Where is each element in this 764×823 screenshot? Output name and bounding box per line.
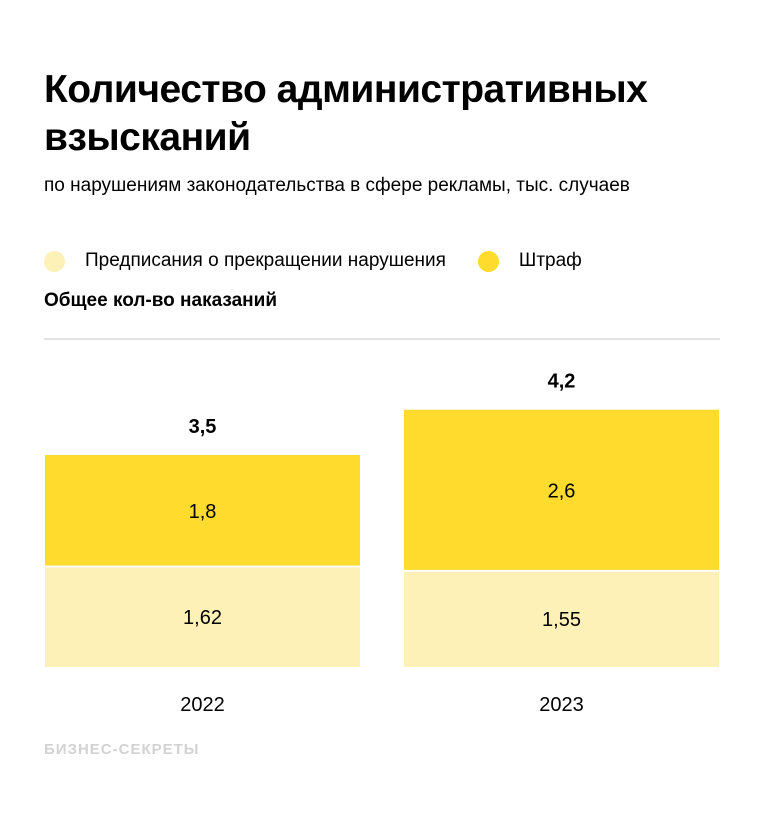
legend-label: Штраф xyxy=(518,250,582,271)
x-tick-label: 2023 xyxy=(539,694,584,716)
x-tick-label: 2022 xyxy=(180,694,225,716)
logo: БИЗНЕС-СЕКРЕТЫ xyxy=(44,741,200,758)
legend: Предписания о прекращении нарушения Штра… xyxy=(44,250,614,272)
data-label: 1,62 xyxy=(183,607,222,629)
bar-segment xyxy=(404,409,719,571)
legend-label: Предписания о прекращении нарушения xyxy=(85,250,446,271)
data-label: 1,8 xyxy=(189,501,217,523)
legend-item-fine: Штраф xyxy=(477,250,582,272)
total-label-value: 3,5 xyxy=(189,416,217,438)
total-label: Общее кол-во наказаний xyxy=(44,290,278,311)
data-label: 1,55 xyxy=(542,609,581,631)
legend-swatch xyxy=(477,250,499,272)
legend-swatch xyxy=(44,250,65,272)
data-label: 2,6 xyxy=(548,480,576,502)
chart-subtitle: по нарушениям законодательства в сфере р… xyxy=(44,175,630,196)
bar-segment xyxy=(45,566,360,667)
chart-title: Количество административных взысканий xyxy=(44,68,648,159)
total-label-value: 4,2 xyxy=(548,371,576,393)
bar-segment xyxy=(404,570,719,667)
bar-segment xyxy=(45,454,360,567)
legend-item-orders: Предписания о прекращении нарушения xyxy=(44,250,446,272)
divider xyxy=(44,338,720,340)
